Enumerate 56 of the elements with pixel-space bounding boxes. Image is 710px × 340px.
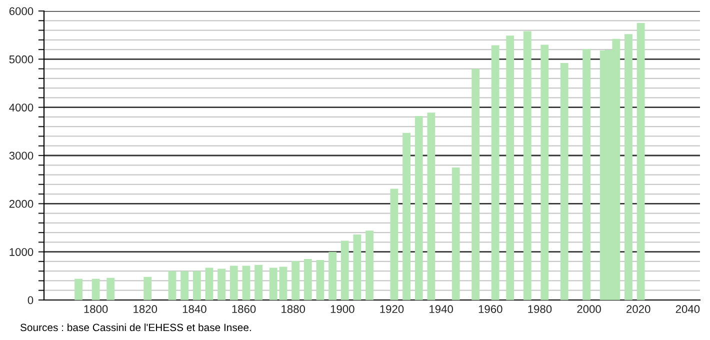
bar bbox=[402, 132, 410, 300]
bar bbox=[106, 278, 115, 300]
x-tick-label: 1880 bbox=[282, 305, 306, 314]
bar bbox=[279, 266, 288, 300]
bar bbox=[180, 271, 189, 300]
x-tick-label: 1960 bbox=[478, 305, 502, 314]
bar bbox=[540, 44, 549, 300]
bar bbox=[328, 252, 336, 300]
bar bbox=[144, 276, 152, 300]
y-tick-label: 4000 bbox=[9, 104, 34, 112]
bar bbox=[414, 116, 423, 300]
bar bbox=[523, 31, 532, 300]
x-tick-label: 2000 bbox=[577, 305, 601, 314]
y-tick-label: 6000 bbox=[9, 7, 34, 16]
bar bbox=[74, 278, 82, 300]
bar bbox=[636, 23, 645, 300]
bar bbox=[230, 266, 238, 300]
bar bbox=[491, 45, 500, 300]
x-tick-label: 2020 bbox=[626, 305, 650, 314]
bar bbox=[304, 259, 312, 300]
x-tick-label: 1860 bbox=[232, 305, 256, 314]
bar bbox=[427, 112, 436, 300]
x-tick-label: 1980 bbox=[528, 305, 552, 314]
x-tick-label: 1800 bbox=[84, 305, 108, 314]
bar bbox=[353, 234, 362, 300]
bar bbox=[316, 260, 324, 300]
bar bbox=[205, 268, 214, 300]
y-tick-label: 0 bbox=[28, 296, 34, 304]
bar bbox=[192, 271, 201, 300]
y-tick-label: 3000 bbox=[9, 152, 34, 160]
bar bbox=[366, 230, 374, 300]
y-tick-label: 5000 bbox=[9, 55, 34, 64]
bar bbox=[582, 49, 590, 300]
x-tick-label: 1820 bbox=[134, 305, 158, 314]
bar bbox=[254, 264, 262, 300]
bar bbox=[168, 271, 176, 300]
x-tick-label: 1940 bbox=[430, 305, 453, 314]
bar bbox=[506, 36, 514, 300]
bar bbox=[269, 268, 278, 300]
x-tick-label: 2040 bbox=[676, 305, 700, 314]
x-tick-label: 1920 bbox=[380, 305, 404, 314]
bar bbox=[624, 34, 632, 300]
x-tick-label: 1900 bbox=[330, 305, 354, 314]
bar bbox=[472, 68, 480, 300]
bar bbox=[242, 266, 250, 300]
bar bbox=[218, 268, 226, 300]
bar bbox=[92, 278, 100, 300]
y-tick-label: 2000 bbox=[9, 200, 34, 208]
bar bbox=[560, 63, 568, 300]
bar bbox=[452, 168, 460, 300]
bar bbox=[390, 188, 398, 300]
y-tick-label: 1000 bbox=[10, 248, 34, 256]
source-note: Sources : base Cassini de l'EHESS et base Insee. bbox=[20, 323, 251, 332]
bar bbox=[292, 260, 300, 300]
bar bbox=[340, 240, 349, 300]
x-tick-label: 1840 bbox=[182, 305, 206, 314]
